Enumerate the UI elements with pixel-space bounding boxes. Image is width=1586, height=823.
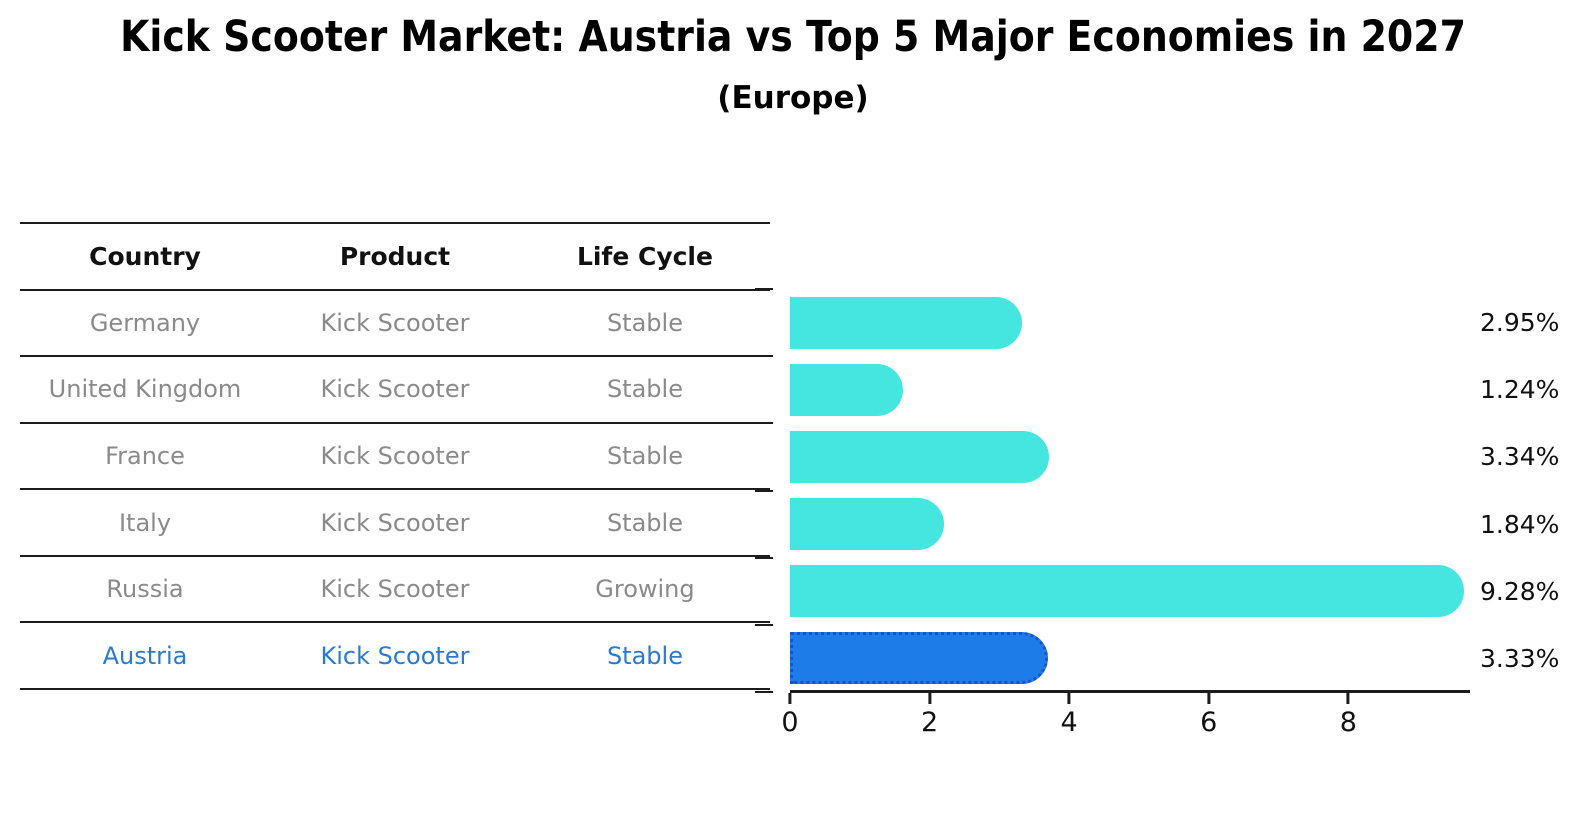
- cell-life-cycle: Growing: [595, 575, 695, 604]
- x-tick: 8: [1340, 693, 1357, 738]
- y-tick: [755, 691, 773, 693]
- cell-product: Kick Scooter: [320, 508, 470, 537]
- country-table: Country Product Life Cycle Germany Kick …: [20, 222, 770, 691]
- x-tick: 6: [1200, 693, 1217, 738]
- bar-chart-plot-area: [755, 288, 1470, 693]
- y-tick: [755, 288, 773, 290]
- cell-country: Austria: [102, 641, 188, 670]
- x-tick: 0: [781, 693, 799, 738]
- chart-title: Kick Scooter Market: Austria vs Top 5 Ma…: [120, 12, 1466, 62]
- chart-bar-france: [790, 430, 1050, 483]
- table-row: Italy Kick Scooter Stable: [20, 490, 770, 557]
- x-tick-label: 4: [1060, 707, 1078, 738]
- cell-life-cycle: Stable: [606, 508, 683, 537]
- chart-bar-russia: [790, 565, 1464, 618]
- table-row: Germany Kick Scooter Stable: [20, 291, 770, 358]
- chart-bar-united-kingdom: [790, 363, 903, 416]
- bar-value-labels: 2.95% 1.24% 3.34% 1.84% 9.28% 3.33%: [1480, 289, 1586, 692]
- x-tick-label: 0: [781, 707, 799, 738]
- bar-row: [790, 490, 1470, 557]
- chart-bar-italy: [790, 498, 945, 551]
- value-label-france: 3.34%: [1480, 442, 1560, 472]
- chart-bar-germany: [790, 296, 1022, 349]
- x-tick-label: 6: [1200, 707, 1218, 738]
- value-label-austria: 3.33%: [1480, 643, 1560, 673]
- x-axis: 0 2 4 6 8: [781, 693, 1470, 753]
- bar-row: [790, 558, 1470, 625]
- bar-row: [790, 356, 1470, 423]
- cell-life-cycle: Stable: [606, 641, 683, 670]
- x-axis-line: [790, 690, 1470, 693]
- x-tick-mark: [1346, 693, 1350, 704]
- bar-row: [790, 423, 1470, 490]
- bar-row: [790, 625, 1470, 692]
- y-tick: [755, 556, 773, 559]
- x-tick-mark: [1207, 693, 1211, 704]
- chart-subtitle: (Europe): [717, 80, 869, 116]
- chart-bar-austria-highlight: [790, 632, 1049, 685]
- x-tick-mark: [1067, 693, 1071, 704]
- y-tick: [755, 489, 773, 492]
- bar-row: [790, 289, 1470, 356]
- value-label-united-kingdom: 1.24%: [1480, 375, 1560, 405]
- table-row: United Kingdom Kick Scooter Stable: [20, 357, 770, 424]
- cell-product: Kick Scooter: [320, 375, 470, 404]
- x-tick: 2: [921, 693, 938, 738]
- header-country: Country: [89, 241, 201, 271]
- table-header-row: Country Product Life Cycle: [20, 224, 770, 291]
- cell-country: France: [105, 442, 185, 471]
- cell-life-cycle: Stable: [606, 308, 683, 337]
- cell-life-cycle: Stable: [606, 442, 683, 471]
- cell-product: Kick Scooter: [320, 308, 470, 337]
- table-row: Russia Kick Scooter Growing: [20, 557, 770, 624]
- x-tick: 4: [1061, 693, 1078, 738]
- cell-life-cycle: Stable: [606, 375, 683, 404]
- cell-country: Italy: [118, 508, 172, 537]
- x-tick-mark: [788, 693, 792, 704]
- cell-country: Germany: [89, 308, 201, 337]
- value-label-italy: 1.84%: [1480, 509, 1560, 539]
- y-tick: [755, 355, 773, 358]
- x-tick-mark: [928, 693, 932, 704]
- value-label-germany: 2.95%: [1480, 308, 1560, 338]
- cell-product: Kick Scooter: [320, 575, 470, 604]
- x-tick-label: 2: [920, 707, 939, 738]
- table-row: France Kick Scooter Stable: [20, 424, 770, 491]
- header-product: Product: [339, 241, 451, 271]
- y-tick: [755, 623, 773, 626]
- cell-product: Kick Scooter: [320, 641, 470, 670]
- x-tick-label: 8: [1339, 707, 1357, 738]
- cell-country: Russia: [106, 575, 184, 604]
- value-label-russia: 9.28%: [1480, 576, 1560, 606]
- header-life-cycle: Life Cycle: [576, 241, 713, 271]
- y-tick: [755, 422, 773, 425]
- table-row-austria-highlight: Austria Kick Scooter Stable: [20, 623, 770, 691]
- cell-country: United Kingdom: [48, 375, 242, 404]
- cell-product: Kick Scooter: [320, 442, 470, 471]
